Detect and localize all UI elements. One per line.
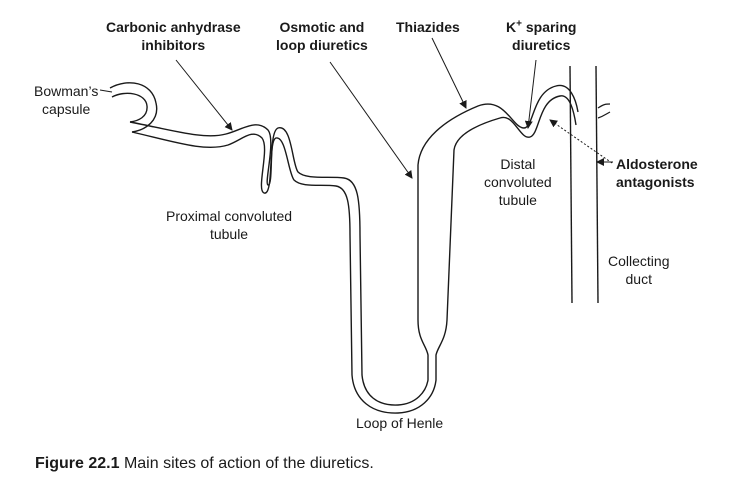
label-loop-of-henle: Loop of Henle (356, 414, 443, 432)
label-part: sparing (521, 19, 577, 35)
label-line: capsule (42, 101, 91, 117)
label-carbonic-anhydrase-inhibitors: Carbonic anhydrase inhibitors (106, 18, 241, 54)
label-bowmans-capsule: Bowman’s capsule (34, 82, 98, 118)
label-proximal-convoluted-tubule: Proximal convoluted tubule (166, 207, 292, 243)
label-line: Osmotic and (279, 19, 365, 35)
label-superscript: + (516, 18, 522, 30)
label-aldosterone-antagonists: Aldosterone antagonists (616, 155, 698, 191)
label-k-sparing-diuretics: K+ sparing diuretics (506, 18, 576, 54)
label-part: K (506, 19, 517, 35)
label-line: tubule (209, 226, 249, 242)
figure-caption: Figure 22.1 Main sites of action of the … (35, 455, 374, 473)
label-line: Distal (500, 156, 536, 172)
bowmans-capsule-inner (111, 92, 148, 123)
pointer-bowmans (99, 89, 113, 93)
label-line: Aldosterone (616, 156, 698, 172)
label-line: duct (625, 271, 652, 287)
label-collecting-duct: Collecting duct (608, 252, 669, 288)
label-osmotic-loop-diuretics: Osmotic and loop diuretics (276, 18, 368, 54)
label-line: tubule (498, 192, 537, 208)
label-line: antagonists (616, 174, 695, 190)
label-line: loop diuretics (276, 37, 368, 53)
label-line: convoluted (484, 174, 552, 190)
label-line: Proximal convoluted (166, 208, 293, 224)
tubule-wall-inner (129, 84, 579, 406)
pointer-osmotic-loop (329, 61, 413, 179)
collecting-duct-left-wall (569, 65, 573, 304)
label-line: diuretics (512, 37, 571, 53)
label-line: K+ sparing (506, 18, 576, 36)
pointer-aldosterone-to-tubule (549, 119, 613, 164)
label-line: Collecting (608, 253, 670, 269)
collecting-duct-right-wall (595, 65, 599, 304)
label-line: Thiazides (396, 19, 460, 35)
bowmans-capsule-outer (109, 82, 158, 133)
collecting-duct-branch (597, 103, 611, 119)
pointer-k-sparing (524, 59, 537, 129)
label-line: Carbonic anhydrase (106, 19, 241, 35)
label-distal-convoluted-tubule: Distal convoluted tubule (484, 155, 552, 209)
pointer-carbonic-anhydrase (175, 59, 233, 131)
figure-caption-text: Main sites of action of the diuretics. (123, 455, 374, 472)
label-line: Loop of Henle (356, 415, 444, 431)
label-line: Bowman’s (34, 83, 99, 99)
label-thiazides: Thiazides (396, 18, 460, 36)
label-line: inhibitors (141, 37, 206, 53)
figure-number: Figure 22.1 (35, 455, 120, 472)
tubule-wall-outer (131, 95, 577, 414)
pointer-thiazides (431, 37, 467, 109)
